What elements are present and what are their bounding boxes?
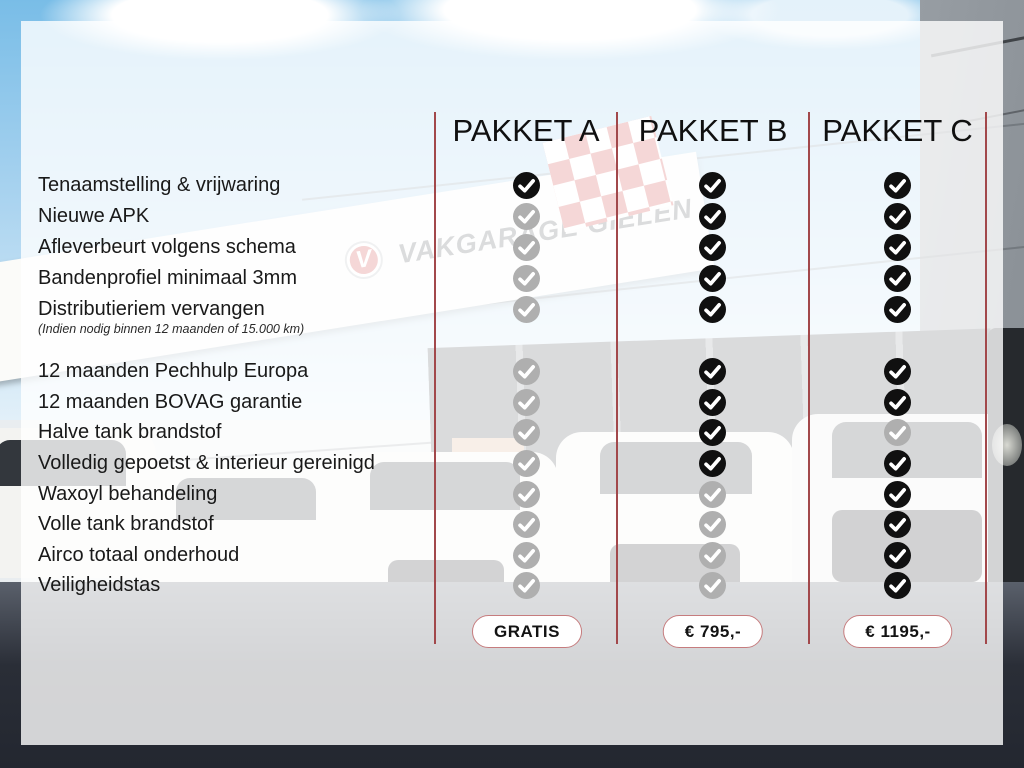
feature-label: Distributieriem vervangen <box>38 297 265 320</box>
check-circle-muted-icon <box>513 295 540 323</box>
check-circle-icon <box>884 480 911 508</box>
check-circle-muted-icon <box>513 480 540 508</box>
check-circle-icon <box>884 388 911 416</box>
feature-row: Distributieriem vervangen <box>0 295 1024 324</box>
feature-label: Airco totaal onderhoud <box>38 543 240 566</box>
feature-row: Tenaamstelling & vrijwaring <box>0 171 1024 200</box>
check-circle-muted-icon <box>513 449 540 477</box>
feature-label: 12 maanden BOVAG garantie <box>38 390 303 413</box>
check-circle-icon <box>884 449 911 477</box>
column-divider <box>808 112 810 644</box>
check-circle-icon <box>699 388 726 416</box>
feature-row: 12 maanden BOVAG garantie <box>0 388 1024 417</box>
feature-note: (Indien nodig binnen 12 maanden of 15.00… <box>38 322 305 336</box>
check-circle-muted-icon <box>513 264 540 292</box>
package-header-b: PAKKET B <box>638 113 788 148</box>
column-divider <box>616 112 618 644</box>
feature-label: 12 maanden Pechhulp Europa <box>38 359 309 382</box>
feature-row: Volle tank brandstof <box>0 510 1024 539</box>
check-circle-muted-icon <box>884 419 911 446</box>
column-divider <box>985 112 987 644</box>
feature-row: Veiligheidstas <box>0 571 1024 600</box>
feature-label: Veiligheidstas <box>38 574 161 596</box>
price-pill-c[interactable]: € 1195,- <box>843 615 953 648</box>
check-circle-muted-icon <box>513 388 540 416</box>
feature-label: Bandenprofiel minimaal 3mm <box>38 266 298 289</box>
check-circle-icon <box>699 202 726 230</box>
feature-row: Waxoyl behandeling <box>0 480 1024 509</box>
feature-label: Afleverbeurt volgens schema <box>38 235 296 258</box>
check-circle-icon <box>884 295 911 323</box>
price-pill-a[interactable]: GRATIS <box>472 615 582 648</box>
feature-row: Nieuwe APK <box>0 202 1024 231</box>
check-circle-muted-icon <box>513 357 540 385</box>
feature-row: Afleverbeurt volgens schema <box>0 233 1024 262</box>
check-circle-icon <box>884 572 911 599</box>
check-circle-muted-icon <box>513 572 540 599</box>
price-pill-b[interactable]: € 795,- <box>662 615 764 648</box>
check-circle-muted-icon <box>513 541 540 569</box>
check-circle-muted-icon <box>699 541 726 569</box>
check-circle-muted-icon <box>513 233 540 261</box>
check-circle-muted-icon <box>513 510 540 538</box>
feature-row: Bandenprofiel minimaal 3mm <box>0 264 1024 293</box>
check-circle-icon <box>699 171 726 199</box>
check-circle-muted-icon <box>699 510 726 538</box>
check-circle-icon <box>884 233 911 261</box>
column-divider <box>434 112 436 644</box>
check-circle-muted-icon <box>699 572 726 599</box>
check-circle-icon <box>699 449 726 477</box>
feature-label: Tenaamstelling & vrijwaring <box>38 173 281 196</box>
feature-label: Waxoyl behandeling <box>38 482 218 505</box>
check-circle-icon <box>884 541 911 569</box>
check-circle-icon <box>884 510 911 538</box>
feature-row: Volledig gepoetst & interieur gereinigd <box>0 449 1024 478</box>
feature-row: Airco totaal onderhoud <box>0 541 1024 570</box>
feature-row: Halve tank brandstof <box>0 418 1024 447</box>
check-circle-muted-icon <box>699 480 726 508</box>
check-circle-icon <box>884 171 911 199</box>
feature-label: Nieuwe APK <box>38 204 150 227</box>
check-circle-icon <box>699 295 726 323</box>
check-circle-icon <box>699 419 726 446</box>
check-circle-icon <box>699 264 726 292</box>
check-circle-muted-icon <box>513 419 540 446</box>
feature-label: Halve tank brandstof <box>38 421 222 443</box>
check-circle-muted-icon <box>513 202 540 230</box>
package-header-a: PAKKET A <box>452 113 600 148</box>
check-circle-icon <box>884 264 911 292</box>
feature-label: Volledig gepoetst & interieur gereinigd <box>38 451 375 474</box>
check-circle-icon <box>884 202 911 230</box>
check-circle-icon <box>699 233 726 261</box>
feature-row: 12 maanden Pechhulp Europa <box>0 357 1024 386</box>
check-circle-icon <box>884 357 911 385</box>
check-circle-icon <box>699 357 726 385</box>
package-header-c: PAKKET C <box>822 113 973 148</box>
check-circle-icon <box>513 171 540 199</box>
feature-label: Volle tank brandstof <box>38 512 214 535</box>
